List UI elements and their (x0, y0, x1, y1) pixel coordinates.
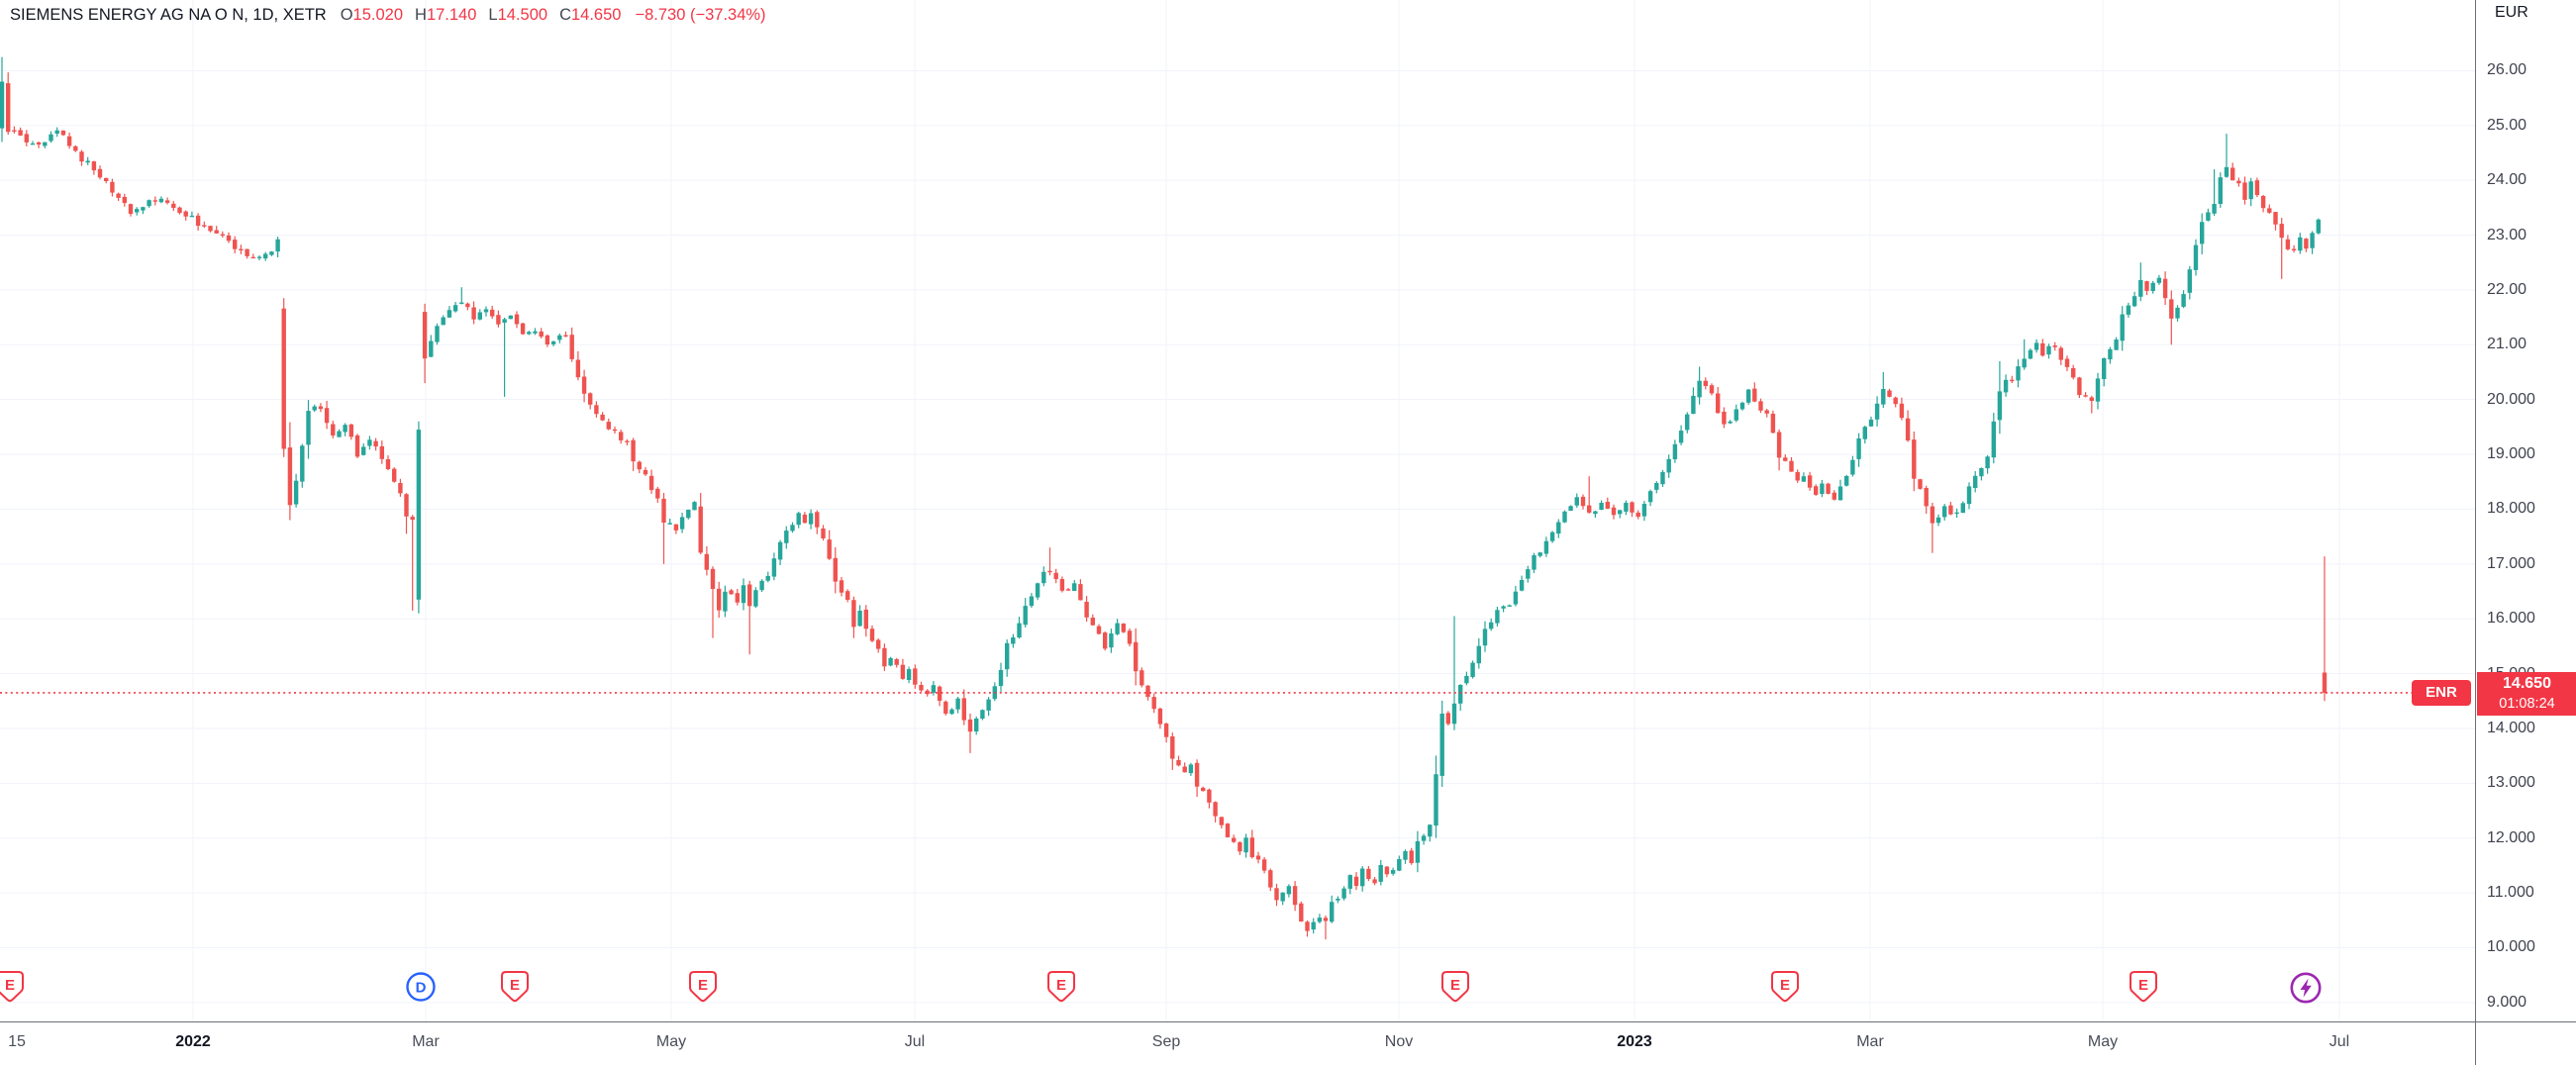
price-axis-label: 16.000 (2487, 610, 2535, 628)
symbol-price-tag: ENR (2412, 680, 2471, 706)
price-axis-label: 24.00 (2487, 171, 2527, 189)
price-axis-label: 25.00 (2487, 116, 2527, 134)
price-axis[interactable]: EUR 26.00 25.00 24.00 23.00 22.00 21.00 20.000… (2475, 0, 2576, 1021)
price-axis-label: 9.000 (2487, 993, 2527, 1011)
time-axis-label: May (655, 1033, 687, 1050)
earnings-marker-icon[interactable]: E (689, 971, 717, 1008)
ohlc-item: C14.650 (559, 5, 622, 24)
time-axis-label: Mar (1856, 1033, 1884, 1050)
ohlc-values: O15.020 H17.140 L14.500 C14.650 (341, 6, 622, 25)
price-axis-label: 13.000 (2487, 774, 2535, 792)
time-axis-label: Mar (412, 1033, 440, 1050)
price-axis-label: 11.000 (2487, 884, 2534, 902)
currency-label: EUR (2495, 4, 2528, 21)
price-axis-label: 17.000 (2487, 554, 2535, 572)
price-axis-label: 20.000 (2487, 390, 2535, 408)
ohlc-item: L14.500 (488, 5, 548, 24)
price-axis-label: 14.000 (2487, 719, 2535, 736)
price-axis-label: 10.000 (2487, 938, 2535, 956)
earnings-marker-icon[interactable]: E (1047, 971, 1075, 1008)
time-axis-label: May (2087, 1033, 2119, 1050)
svg-text:E: E (2138, 977, 2148, 994)
time-axis-label: 2023 (1617, 1033, 1652, 1050)
earnings-marker-icon[interactable]: E (1771, 971, 1799, 1008)
ohlc-item: H17.140 (415, 5, 477, 24)
price-axis-label: 23.00 (2487, 226, 2527, 243)
svg-text:E: E (1450, 977, 1460, 994)
grid-layer (0, 0, 2475, 1021)
price-axis-label: 18.000 (2487, 500, 2535, 518)
svg-text:E: E (510, 977, 520, 994)
power-event-marker-icon[interactable] (2289, 971, 2323, 1010)
price-axis-label: 12.000 (2487, 828, 2535, 846)
axis-corner (2475, 1021, 2576, 1065)
candles-layer (0, 56, 2328, 940)
countdown-timer: 01:08:24 (2499, 696, 2555, 712)
svg-text:E: E (698, 977, 708, 994)
last-price-label: 14.650 01:08:24 (2477, 672, 2576, 716)
time-axis-label: Jul (2328, 1033, 2350, 1050)
dividend-marker-icon[interactable]: D (405, 971, 437, 1008)
earnings-marker-icon[interactable]: E (2130, 971, 2157, 1008)
earnings-marker-icon[interactable]: E (0, 971, 24, 1008)
change-value: −8.730 (−37.34%) (635, 5, 766, 24)
price-axis-label: 21.00 (2487, 336, 2527, 353)
svg-text:E: E (5, 977, 15, 994)
price-axis-label: 26.00 (2487, 61, 2527, 79)
time-axis-label: 15 (8, 1033, 26, 1050)
time-axis[interactable]: 15 2022 Mar May Jul Sep Nov 2023 Mar May Jul (0, 1021, 2475, 1065)
symbol-legend: SIEMENS ENERGY AG NA O N, 1D, XETR O15.0… (10, 4, 766, 26)
symbol-title[interactable]: SIEMENS ENERGY AG NA O N, 1D, XETR (10, 5, 327, 24)
svg-text:E: E (1056, 977, 1066, 994)
time-axis-label: 2022 (175, 1033, 211, 1050)
price-chart-surface[interactable] (0, 0, 2475, 1021)
price-axis-label: 19.000 (2487, 445, 2535, 463)
time-axis-label: Nov (1384, 1033, 1414, 1050)
svg-text:E: E (1780, 977, 1790, 994)
time-axis-label: Jul (904, 1033, 926, 1050)
earnings-marker-icon[interactable]: E (1441, 971, 1469, 1008)
ohlc-item: O15.020 (340, 5, 404, 24)
last-price-value: 14.650 (2503, 675, 2551, 692)
price-axis-label: 22.00 (2487, 280, 2527, 298)
time-axis-label: Sep (1151, 1033, 1181, 1050)
svg-text:D: D (416, 980, 427, 997)
earnings-marker-icon[interactable]: E (501, 971, 529, 1008)
